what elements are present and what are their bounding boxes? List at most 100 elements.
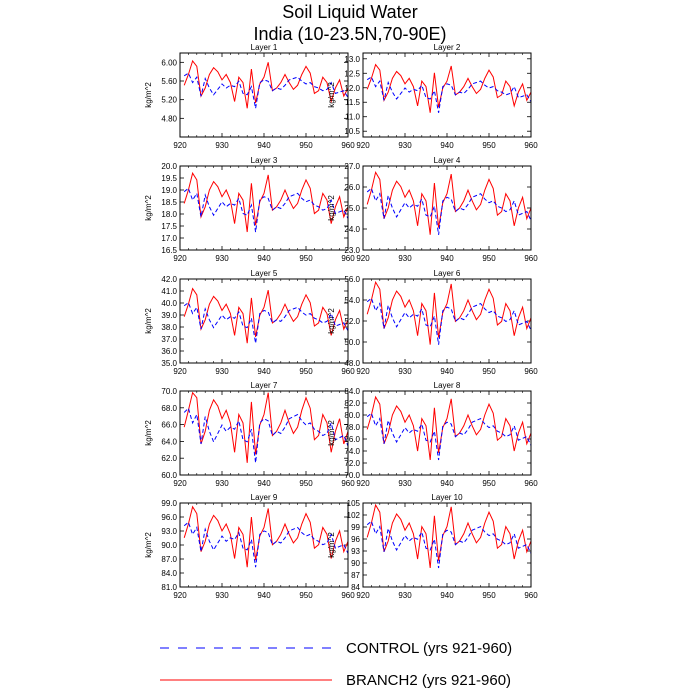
panel-7: Layer 7 kg/m^2 920 930 940 950 960 60.0 62.0 64.0… [144,381,355,488]
panel-title: Layer 10 [431,493,463,502]
y-tick-label: 87.0 [161,555,177,564]
y-axis-label: kg/m^2 [144,82,153,108]
x-tick-label: 920 [173,141,187,150]
plot-frame [179,390,349,476]
y-tick-label: 78.0 [344,423,360,432]
y-tick-label: 42.0 [161,275,177,284]
y-tick-label: 84.0 [344,387,360,396]
y-axis-label: kg/m^2 [327,195,336,221]
x-tick-label: 920 [173,254,187,263]
y-tick-label: 68.0 [161,404,177,413]
y-tick-label: 93 [351,547,360,556]
plot-frame [179,165,349,251]
y-tick-label: 24.0 [344,225,360,234]
y-tick-label: 35.0 [161,359,177,368]
x-tick-label: 950 [299,254,313,263]
x-tick-label: 920 [173,479,187,488]
y-tick-label: 27.0 [344,162,360,171]
legend: CONTROL (yrs 921-960) BRANCH2 (yrs 921-96… [160,640,512,689]
series-control-line [366,297,532,345]
y-tick-label: 84 [351,583,360,592]
series-branch2-line [183,171,349,233]
x-tick-label: 950 [299,591,313,600]
x-tick-label: 940 [257,479,271,488]
x-tick-label: 920 [173,591,187,600]
y-tick-label: 11.5 [345,98,361,107]
y-axis-label: kg/m^2 [327,532,336,558]
series-control-line [183,301,349,344]
x-tick-label: 940 [440,591,454,600]
y-tick-label: 12.5 [344,69,360,78]
x-tick-label: 940 [257,367,271,376]
panel-5: Layer 5 kg/m^2 920 930 940 950 960 35.0 36.0 37.0… [144,269,355,376]
y-tick-label: 13.0 [344,55,360,64]
x-tick-label: 950 [299,141,313,150]
panel-1: Layer 1 kg/m^2 920 930 940 950 960 4.80 5.20 5.60… [144,43,355,150]
plot-frame [362,278,532,364]
series-control-line [366,412,532,461]
x-tick-label: 930 [215,367,229,376]
y-axis-label: kg/m^2 [327,420,336,446]
panel-title: Layer 3 [251,156,278,165]
y-tick-label: 5.20 [161,96,177,105]
x-tick-label: 960 [524,141,538,150]
x-tick-label: 960 [341,141,355,150]
x-tick-label: 930 [215,141,229,150]
x-tick-label: 950 [299,479,313,488]
legend-label-branch: BRANCH2 (yrs 921-960) [346,672,511,689]
legend-label-control: CONTROL (yrs 921-960) [346,640,512,657]
x-tick-label: 960 [341,591,355,600]
y-tick-label: 4.80 [161,114,177,123]
y-tick-label: 82.0 [344,399,360,408]
panel-title: Layer 1 [251,43,278,52]
y-axis-label: kg/m^2 [144,308,153,334]
y-tick-label: 20.0 [161,162,177,171]
x-tick-label: 960 [341,479,355,488]
panel-9: Layer 9 kg/m^2 920 930 940 950 960 81.0 84.0 87.0… [144,493,355,600]
y-tick-label: 74.0 [344,447,360,456]
x-tick-label: 960 [524,254,538,263]
series-control-line [183,407,349,463]
panel-title: Layer 4 [434,156,461,165]
y-tick-label: 102 [347,511,361,520]
plot-frame [362,502,532,588]
x-tick-label: 920 [173,367,187,376]
series-control-line [366,187,532,235]
plot-frame [362,390,532,476]
y-tick-label: 16.5 [161,246,177,255]
x-tick-label: 960 [341,254,355,263]
y-tick-label: 76.0 [344,435,360,444]
y-tick-label: 96.0 [161,513,177,522]
x-tick-label: 920 [356,591,370,600]
y-tick-label: 64.0 [161,437,177,446]
x-tick-label: 950 [299,367,313,376]
y-tick-label: 96 [351,535,360,544]
y-tick-label: 66.0 [161,421,177,430]
plot-frame [179,278,349,364]
x-tick-label: 950 [482,479,496,488]
x-tick-label: 950 [482,367,496,376]
panel-3: Layer 3 kg/m^2 920 930 940 950 960 16.5 17.0 17.5… [144,156,355,263]
x-tick-label: 950 [482,141,496,150]
y-tick-label: 26.0 [344,183,360,192]
y-tick-label: 40.0 [161,299,177,308]
y-tick-label: 93.0 [161,527,177,536]
y-tick-label: 87 [351,571,360,580]
x-tick-label: 960 [524,591,538,600]
y-tick-label: 60.0 [161,471,177,480]
y-tick-label: 80.0 [344,411,360,420]
x-tick-label: 940 [257,141,271,150]
y-tick-label: 18.5 [161,198,177,207]
x-tick-label: 920 [356,367,370,376]
figure-title-line1: Soil Liquid Water [282,2,417,22]
series-control-line [183,521,349,568]
y-tick-label: 23.0 [344,246,360,255]
plot-frame [362,165,532,251]
y-tick-label: 6.00 [161,58,177,67]
series-branch2-line [183,391,349,463]
series-branch2-line [366,395,532,461]
